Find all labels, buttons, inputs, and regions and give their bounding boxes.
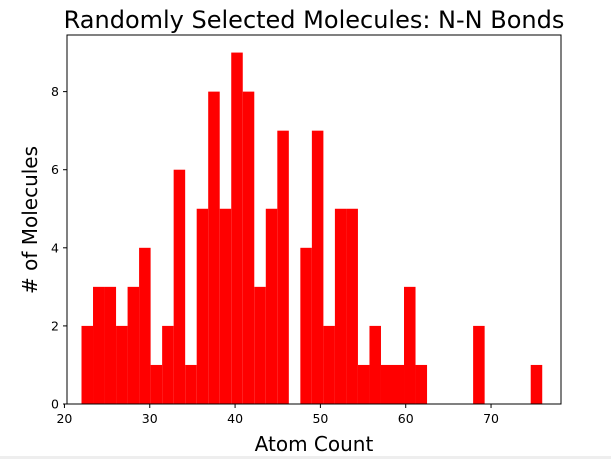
x-tick-label-5: 70	[483, 411, 499, 426]
y-tick-label-1: 2	[51, 318, 59, 333]
histogram-bar-30	[473, 325, 485, 404]
x-axis-ticks: 20 30 40 50 60 70	[56, 404, 499, 426]
bars-group	[81, 52, 543, 405]
y-tick-label-3: 6	[51, 162, 59, 177]
histogram-bar-8	[173, 169, 186, 404]
histogram-bar-21	[323, 325, 335, 404]
histogram-bar-16	[265, 208, 278, 404]
chart-title: Randomly Selected Molecules: N-N Bonds	[64, 6, 565, 34]
histogram-bar-24	[357, 364, 370, 404]
histogram-bar-5	[139, 247, 151, 404]
y-axis-label: # of Molecules	[18, 146, 42, 294]
histogram-bar-19	[300, 247, 312, 404]
x-tick-label-0: 20	[56, 411, 72, 426]
histogram-bar-23	[346, 208, 358, 404]
histogram-bar-6	[150, 364, 163, 404]
histogram-bar-28	[404, 286, 416, 404]
x-tick-label-1: 30	[142, 411, 158, 426]
histogram-bar-27	[392, 364, 405, 404]
histogram-bar-29	[415, 364, 428, 404]
histogram-bar-25	[369, 325, 381, 404]
histogram-bar-11	[208, 91, 220, 405]
y-axis-ticks: 0 2 4 6 8	[51, 84, 67, 412]
bottom-divider	[0, 456, 611, 459]
x-tick-label-4: 60	[398, 411, 414, 426]
histogram-bar-2	[104, 286, 117, 404]
histogram-bar-7	[162, 325, 174, 404]
histogram-bar-10	[196, 208, 209, 404]
histogram-bar-31	[530, 364, 543, 404]
y-tick-label-0: 0	[51, 397, 59, 412]
histogram-bar-9	[185, 364, 197, 404]
histogram-bar-15	[254, 286, 266, 404]
y-tick-label-4: 8	[51, 84, 59, 99]
histogram-bar-13	[231, 52, 243, 404]
histogram-bar-22	[334, 208, 347, 404]
histogram-bar-12	[219, 208, 232, 404]
histogram-bar-20	[311, 130, 324, 405]
x-tick-label-2: 40	[227, 411, 243, 426]
histogram-bar-26	[380, 364, 393, 404]
histogram-bar-17	[277, 130, 289, 405]
histogram-bar-1	[93, 286, 105, 404]
histogram-bar-3	[116, 325, 128, 404]
histogram-bar-14	[242, 91, 255, 405]
plot-frame	[66, 34, 562, 405]
x-tick-label-3: 50	[312, 411, 328, 426]
histogram-bar-0	[81, 325, 94, 404]
y-tick-label-2: 4	[51, 240, 59, 255]
histogram-bar-4	[127, 286, 140, 404]
x-axis-label: Atom Count	[255, 432, 374, 456]
